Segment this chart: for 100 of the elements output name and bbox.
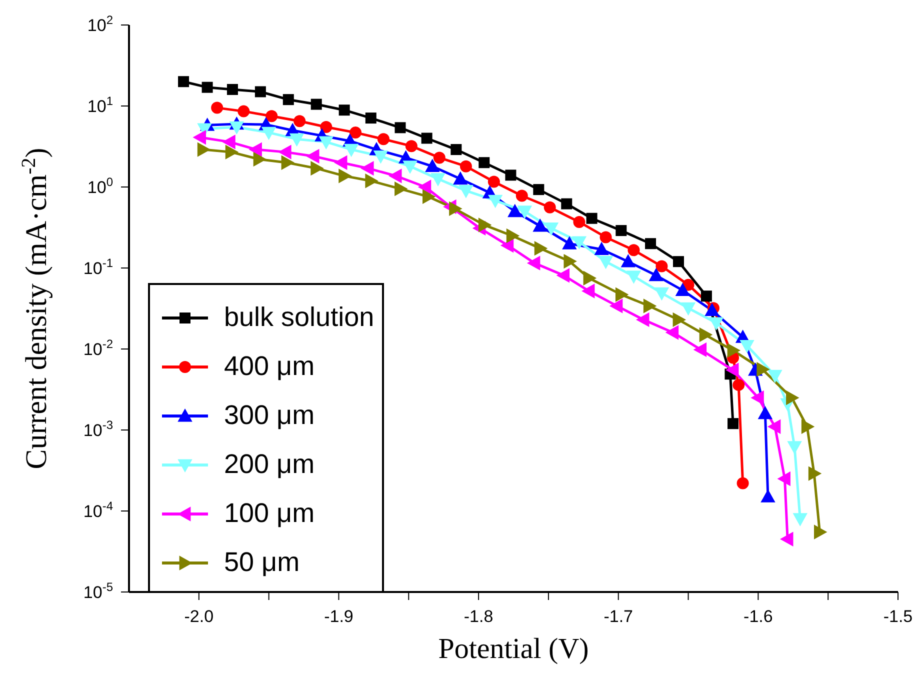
x-tick-label: -1.6 — [744, 607, 773, 626]
point — [533, 184, 544, 196]
point — [422, 190, 436, 204]
point — [282, 94, 294, 106]
point — [226, 84, 238, 95]
point — [801, 420, 814, 434]
point — [488, 176, 500, 188]
point — [643, 298, 656, 313]
point — [431, 173, 445, 186]
point — [394, 182, 408, 196]
point — [278, 145, 292, 160]
point — [230, 121, 244, 134]
point — [365, 112, 376, 124]
point — [740, 340, 754, 353]
point — [786, 390, 799, 405]
legend-label: 200 μm — [224, 449, 315, 480]
point — [544, 222, 558, 236]
point — [334, 156, 348, 170]
point — [676, 283, 690, 296]
point — [254, 86, 266, 98]
point — [425, 159, 440, 172]
point — [681, 302, 696, 316]
point — [294, 115, 306, 128]
point — [758, 406, 772, 420]
point — [556, 268, 570, 282]
point — [488, 194, 502, 208]
point — [564, 254, 576, 268]
y-tick-label: 10$^{-5}$ — [83, 580, 114, 602]
point — [310, 98, 322, 110]
point — [600, 231, 612, 244]
legend-label: 100 μm — [224, 498, 315, 529]
point — [433, 152, 446, 164]
point — [572, 236, 586, 249]
point — [649, 268, 664, 282]
point — [350, 126, 362, 139]
x-axis-title: Potential (V) — [438, 633, 589, 665]
point — [544, 201, 556, 214]
point — [478, 218, 492, 232]
point — [616, 225, 627, 236]
point — [780, 532, 794, 546]
point — [374, 150, 388, 164]
point — [594, 242, 609, 256]
point — [615, 288, 628, 302]
point — [508, 204, 522, 218]
point — [751, 390, 764, 405]
point — [808, 466, 822, 481]
point — [405, 140, 418, 152]
x-tick-label: -1.9 — [324, 607, 354, 626]
y-tick-label: 10$^{-3}$ — [83, 418, 114, 440]
point — [694, 342, 707, 357]
point — [582, 284, 595, 298]
point — [344, 144, 358, 157]
point — [760, 490, 775, 502]
y-tick-label: 10$^{1}$ — [87, 94, 114, 116]
point — [403, 160, 418, 174]
point — [238, 105, 250, 118]
point — [672, 256, 684, 268]
legend-label: 400 μm — [224, 351, 315, 382]
point — [222, 134, 236, 149]
point — [728, 418, 739, 430]
point — [610, 298, 623, 313]
point — [672, 312, 686, 327]
point — [768, 420, 781, 434]
legend-label: 50 μm — [224, 547, 300, 578]
legend-label: bulk solution — [224, 302, 374, 333]
point — [756, 362, 770, 376]
point — [202, 82, 213, 93]
point — [709, 317, 724, 330]
point — [628, 244, 640, 256]
point — [453, 172, 468, 185]
point — [389, 168, 402, 183]
point — [527, 256, 540, 270]
point — [421, 132, 432, 144]
point — [793, 513, 808, 526]
point — [281, 156, 294, 170]
y-tick-label: 10$^{-4}$ — [83, 499, 114, 521]
x-tick-label: -1.5 — [883, 607, 913, 626]
y-tick-label: 10$^{-1}$ — [83, 256, 114, 278]
point — [814, 525, 827, 540]
point — [450, 144, 462, 156]
point — [394, 122, 406, 134]
point — [225, 145, 238, 160]
point — [178, 76, 190, 88]
x-tick-label: -1.7 — [604, 607, 634, 626]
point — [621, 254, 636, 268]
point — [788, 441, 802, 454]
point — [726, 363, 739, 378]
point — [211, 102, 224, 114]
point — [778, 472, 790, 486]
point — [505, 170, 516, 181]
y-tick-label: 10$^{2}$ — [87, 13, 114, 35]
point — [506, 228, 520, 243]
point — [700, 290, 712, 302]
y-tick-label: 10$^{-2}$ — [83, 337, 114, 359]
point — [518, 206, 532, 218]
point — [654, 287, 669, 300]
point — [586, 212, 598, 224]
y-tick-label: 10$^{0}$ — [87, 175, 114, 197]
legend-label: 300 μm — [224, 400, 315, 431]
point — [636, 312, 650, 327]
